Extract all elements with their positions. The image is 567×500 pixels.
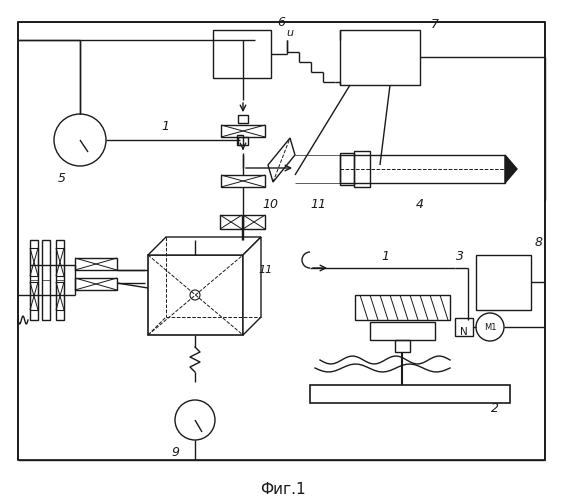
- Bar: [148, 255, 243, 335]
- Bar: [476, 255, 531, 310]
- Bar: [42, 240, 50, 320]
- Bar: [221, 175, 265, 187]
- Text: 7: 7: [431, 18, 439, 30]
- Bar: [30, 282, 38, 310]
- Bar: [340, 155, 505, 183]
- Bar: [56, 248, 64, 276]
- Text: M1: M1: [484, 322, 496, 332]
- Polygon shape: [505, 155, 517, 183]
- Text: 5: 5: [58, 172, 66, 184]
- Text: u: u: [286, 28, 294, 38]
- Bar: [310, 385, 510, 403]
- Bar: [213, 30, 271, 78]
- Bar: [56, 240, 64, 320]
- Bar: [30, 248, 38, 276]
- Text: 2: 2: [491, 402, 499, 414]
- Text: 10: 10: [262, 198, 278, 211]
- Text: 3: 3: [456, 250, 464, 262]
- Polygon shape: [268, 138, 295, 182]
- Bar: [75, 258, 117, 270]
- Bar: [220, 215, 242, 229]
- Bar: [340, 153, 354, 185]
- Bar: [395, 340, 410, 352]
- Bar: [370, 322, 435, 340]
- Polygon shape: [243, 237, 261, 335]
- Bar: [455, 318, 473, 336]
- Bar: [237, 135, 243, 145]
- Text: 11: 11: [259, 265, 273, 275]
- Text: 6: 6: [277, 16, 285, 28]
- Bar: [56, 282, 64, 310]
- Bar: [18, 22, 545, 460]
- Text: 1: 1: [161, 120, 169, 132]
- Bar: [221, 125, 265, 137]
- Polygon shape: [148, 237, 261, 255]
- Bar: [340, 30, 420, 85]
- Text: 4: 4: [416, 198, 424, 211]
- Bar: [354, 151, 370, 187]
- Bar: [238, 137, 248, 145]
- Bar: [30, 240, 38, 320]
- Bar: [238, 115, 248, 123]
- Bar: [75, 278, 117, 290]
- Bar: [355, 295, 450, 320]
- Text: 1: 1: [381, 250, 389, 262]
- Text: 9: 9: [171, 446, 179, 458]
- Text: Фиг.1: Фиг.1: [260, 482, 306, 498]
- Text: N: N: [460, 327, 468, 337]
- Text: 11: 11: [310, 198, 326, 211]
- Bar: [243, 215, 265, 229]
- Text: 8: 8: [535, 236, 543, 250]
